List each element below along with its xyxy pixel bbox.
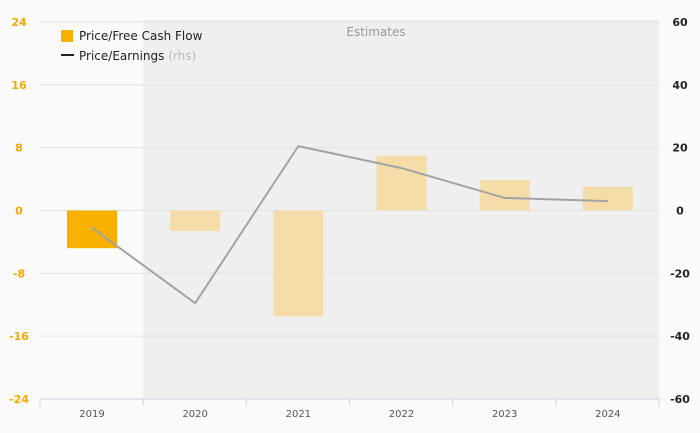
bar-2023 [479, 179, 530, 211]
left-tick-label: -16 [9, 330, 29, 343]
left-tick-label: -24 [9, 393, 29, 406]
left-tick-label: -8 [13, 267, 25, 280]
left-tick-label: 0 [15, 205, 23, 218]
x-tick-label: 2021 [286, 409, 311, 420]
x-axis: 2019 2020 2021 2022 2023 2024 [39, 398, 660, 420]
right-axis: 60 40 20 0 -20 -40 -60 [670, 16, 690, 406]
right-tick-label: 20 [672, 142, 688, 155]
bar-2021 [273, 210, 324, 317]
price-earnings-line [91, 144, 608, 305]
x-tick-label: 2022 [389, 409, 414, 420]
right-tick-label: 60 [672, 16, 688, 29]
bar-2020 [170, 210, 221, 231]
bars [67, 155, 633, 317]
left-tick-label: 8 [15, 142, 23, 155]
left-tick-label: 24 [11, 16, 27, 29]
left-tick-label: 16 [11, 79, 27, 92]
bar-2019 [67, 210, 117, 249]
x-tick-label: 2020 [182, 409, 207, 420]
right-tick-label: -60 [670, 393, 690, 406]
left-axis: 24 16 8 0 -8 -16 -24 [9, 16, 29, 406]
x-tick-label: 2024 [595, 409, 620, 420]
legend-swatch-fcf [61, 30, 73, 42]
bar-2024 [582, 186, 633, 211]
x-tick-label: 2023 [492, 409, 517, 420]
x-tick-label: 2019 [79, 409, 104, 420]
estimates-label: Estimates [346, 25, 405, 39]
right-tick-label: -20 [670, 267, 690, 280]
legend-label-fcf: Price/Free Cash Flow [79, 29, 203, 43]
legend: Price/Free Cash Flow Price/Earnings (rhs… [61, 29, 203, 63]
legend-label-pe: Price/Earnings (rhs) [79, 49, 196, 63]
right-tick-label: -40 [670, 330, 690, 343]
right-tick-label: 0 [676, 205, 684, 218]
right-tick-label: 40 [672, 79, 688, 92]
